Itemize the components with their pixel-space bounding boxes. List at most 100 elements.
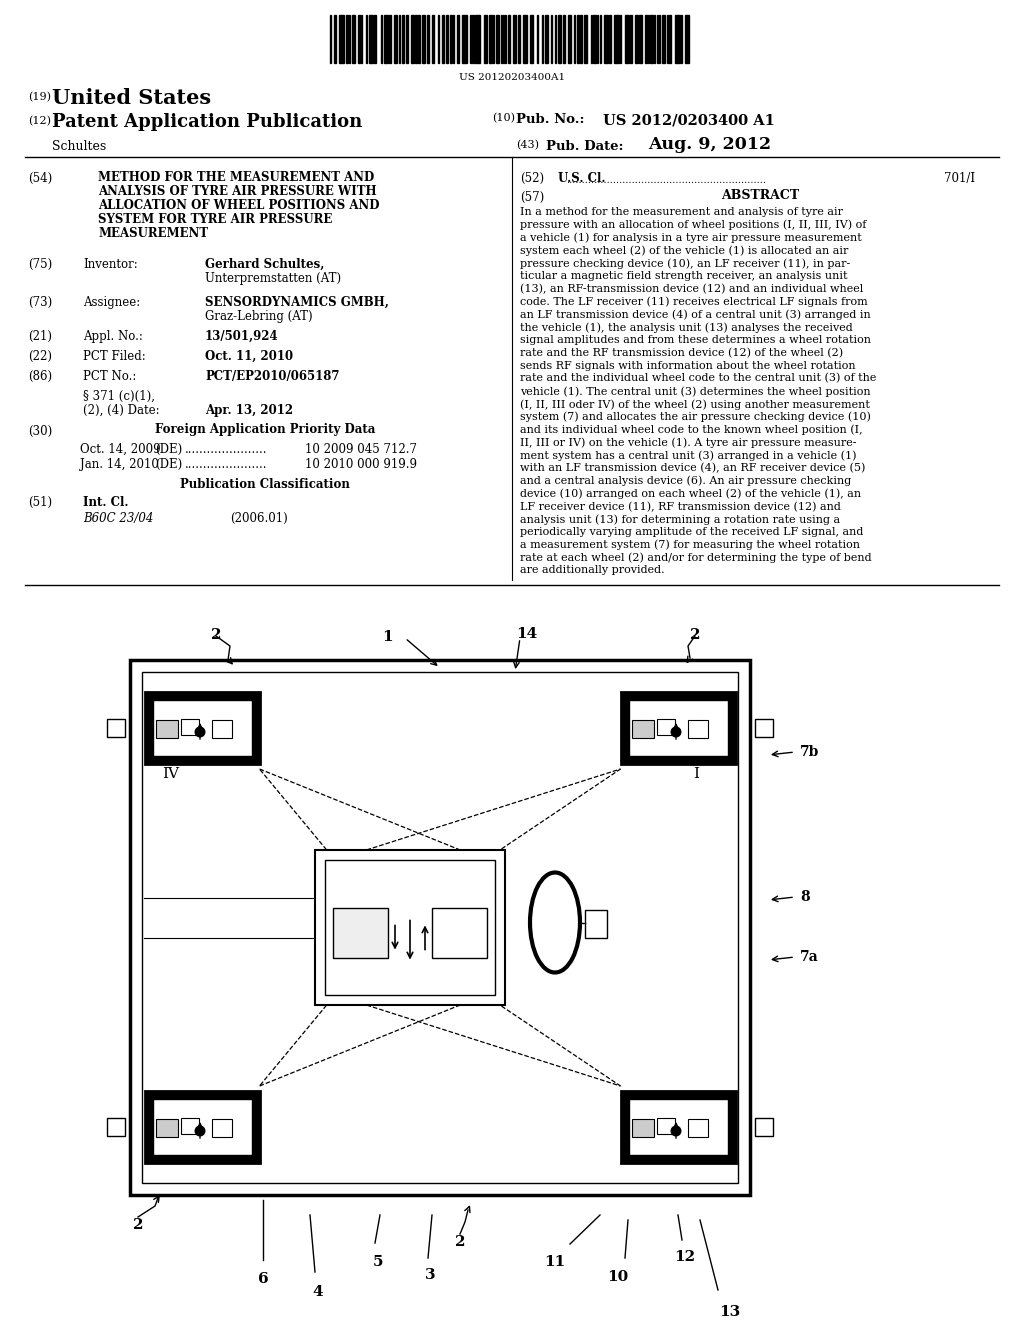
Text: 1: 1 [383, 630, 393, 644]
Bar [635, 15, 638, 63]
Circle shape [671, 726, 682, 738]
Bar [609, 15, 611, 63]
Bar [418, 15, 420, 63]
Bar [639, 15, 642, 63]
Bar [180, 1118, 199, 1134]
Bar [563, 15, 565, 63]
Text: SYSTEM FOR TYRE AIR PRESSURE: SYSTEM FOR TYRE AIR PRESSURE [98, 213, 333, 226]
Text: PCT No.:: PCT No.: [83, 370, 136, 383]
Bar [450, 15, 452, 63]
Bar [472, 15, 474, 63]
Text: (DE): (DE) [155, 444, 182, 455]
Text: 5: 5 [373, 1255, 383, 1269]
Bar [153, 700, 252, 756]
Text: (43): (43) [516, 140, 539, 150]
Bar [422, 15, 425, 63]
Text: 13: 13 [720, 1305, 740, 1319]
Bar [558, 15, 561, 63]
Bar [629, 700, 727, 756]
Bar [352, 15, 355, 63]
Bar [334, 15, 336, 63]
Text: U.S. Cl.: U.S. Cl. [558, 172, 605, 185]
Bar [346, 15, 348, 63]
Text: 6: 6 [258, 1272, 268, 1286]
Bar [442, 15, 444, 63]
Text: 14: 14 [516, 627, 538, 642]
Bar [662, 15, 665, 63]
Text: rate at each wheel (2) and/or for determining the type of bend: rate at each wheel (2) and/or for determ… [520, 553, 871, 564]
Text: 4: 4 [312, 1284, 324, 1299]
Text: Oct. 11, 2010: Oct. 11, 2010 [205, 350, 293, 363]
Text: (21): (21) [28, 330, 52, 343]
Bar [394, 15, 397, 63]
Bar [432, 15, 434, 63]
Bar [632, 719, 653, 738]
Text: and its individual wheel code to the known wheel position (I,: and its individual wheel code to the kno… [520, 425, 862, 436]
Bar [669, 15, 671, 63]
Text: 11: 11 [545, 1255, 565, 1269]
Bar [484, 15, 487, 63]
Circle shape [195, 726, 206, 738]
Text: 2: 2 [211, 628, 221, 642]
Text: (52): (52) [520, 172, 544, 185]
Text: Inventor:: Inventor: [83, 257, 138, 271]
Text: ................................................................: ........................................… [566, 176, 766, 185]
Bar [489, 15, 492, 63]
Bar [614, 15, 618, 63]
Text: ticular a magnetic field strength receiver, an analysis unit: ticular a magnetic field strength receiv… [520, 271, 848, 281]
Text: In a method for the measurement and analysis of tyre air: In a method for the measurement and anal… [520, 207, 843, 216]
Bar [645, 15, 647, 63]
Text: 13/501,924: 13/501,924 [205, 330, 279, 343]
Text: 8: 8 [800, 890, 810, 904]
Bar [389, 15, 391, 63]
Bar [530, 15, 534, 63]
Text: ANALYSIS OF TYRE AIR PRESSURE WITH: ANALYSIS OF TYRE AIR PRESSURE WITH [98, 185, 377, 198]
Text: 10 2009 045 712.7: 10 2009 045 712.7 [305, 444, 417, 455]
Text: (73): (73) [28, 296, 52, 309]
Text: sends RF signals with information about the wheel rotation: sends RF signals with information about … [520, 360, 856, 371]
Text: Assignee:: Assignee: [83, 296, 140, 309]
Bar [545, 15, 548, 63]
Bar [415, 15, 417, 63]
Bar [325, 861, 495, 995]
Bar [650, 15, 653, 63]
Bar [406, 15, 408, 63]
Text: 7b: 7b [800, 744, 819, 759]
Text: (2006.01): (2006.01) [230, 512, 288, 525]
Bar [513, 15, 516, 63]
Text: 2: 2 [455, 1236, 465, 1249]
Text: periodically varying amplitude of the received LF signal, and: periodically varying amplitude of the re… [520, 527, 863, 537]
Text: II: II [683, 1138, 695, 1152]
Text: Foreign Application Priority Data: Foreign Application Priority Data [155, 422, 375, 436]
Text: III: III [162, 1138, 180, 1152]
Text: (54): (54) [28, 172, 52, 185]
Bar [632, 1119, 653, 1137]
Text: (I, II, III oder IV) of the wheel (2) using another measurement: (I, II, III oder IV) of the wheel (2) us… [520, 399, 869, 409]
Bar [755, 719, 773, 737]
Text: PCT Filed:: PCT Filed: [83, 350, 145, 363]
Text: (DE): (DE) [155, 458, 182, 471]
Text: Graz-Lebring (AT): Graz-Lebring (AT) [205, 310, 312, 323]
Bar [212, 1119, 232, 1137]
Bar [523, 15, 527, 63]
Bar [106, 719, 125, 737]
Bar [427, 15, 429, 63]
Bar [384, 15, 388, 63]
Bar [369, 15, 373, 63]
Bar [142, 672, 738, 1183]
Text: ment system has a central unit (3) arranged in a vehicle (1): ment system has a central unit (3) arran… [520, 450, 856, 461]
Text: Pub. No.:: Pub. No.: [516, 114, 585, 125]
Text: Gerhard Schultes,: Gerhard Schultes, [205, 257, 325, 271]
Text: METHOD FOR THE MEASUREMENT AND: METHOD FOR THE MEASUREMENT AND [98, 172, 374, 183]
Text: rate and the individual wheel code to the central unit (3) of the: rate and the individual wheel code to th… [520, 374, 877, 384]
Text: a vehicle (1) for analysis in a tyre air pressure measurement: a vehicle (1) for analysis in a tyre air… [520, 232, 862, 243]
Bar [144, 1092, 259, 1163]
Bar [339, 15, 344, 63]
Bar [755, 1118, 773, 1137]
Bar [180, 719, 199, 735]
Text: (2), (4) Date:: (2), (4) Date: [83, 404, 160, 417]
Text: PCT/EP2010/065187: PCT/EP2010/065187 [205, 370, 340, 383]
Bar [656, 719, 675, 735]
Text: II, III or IV) on the vehicle (1). A tyre air pressure measure-: II, III or IV) on the vehicle (1). A tyr… [520, 437, 856, 447]
Text: § 371 (c)(1),: § 371 (c)(1), [83, 389, 155, 403]
